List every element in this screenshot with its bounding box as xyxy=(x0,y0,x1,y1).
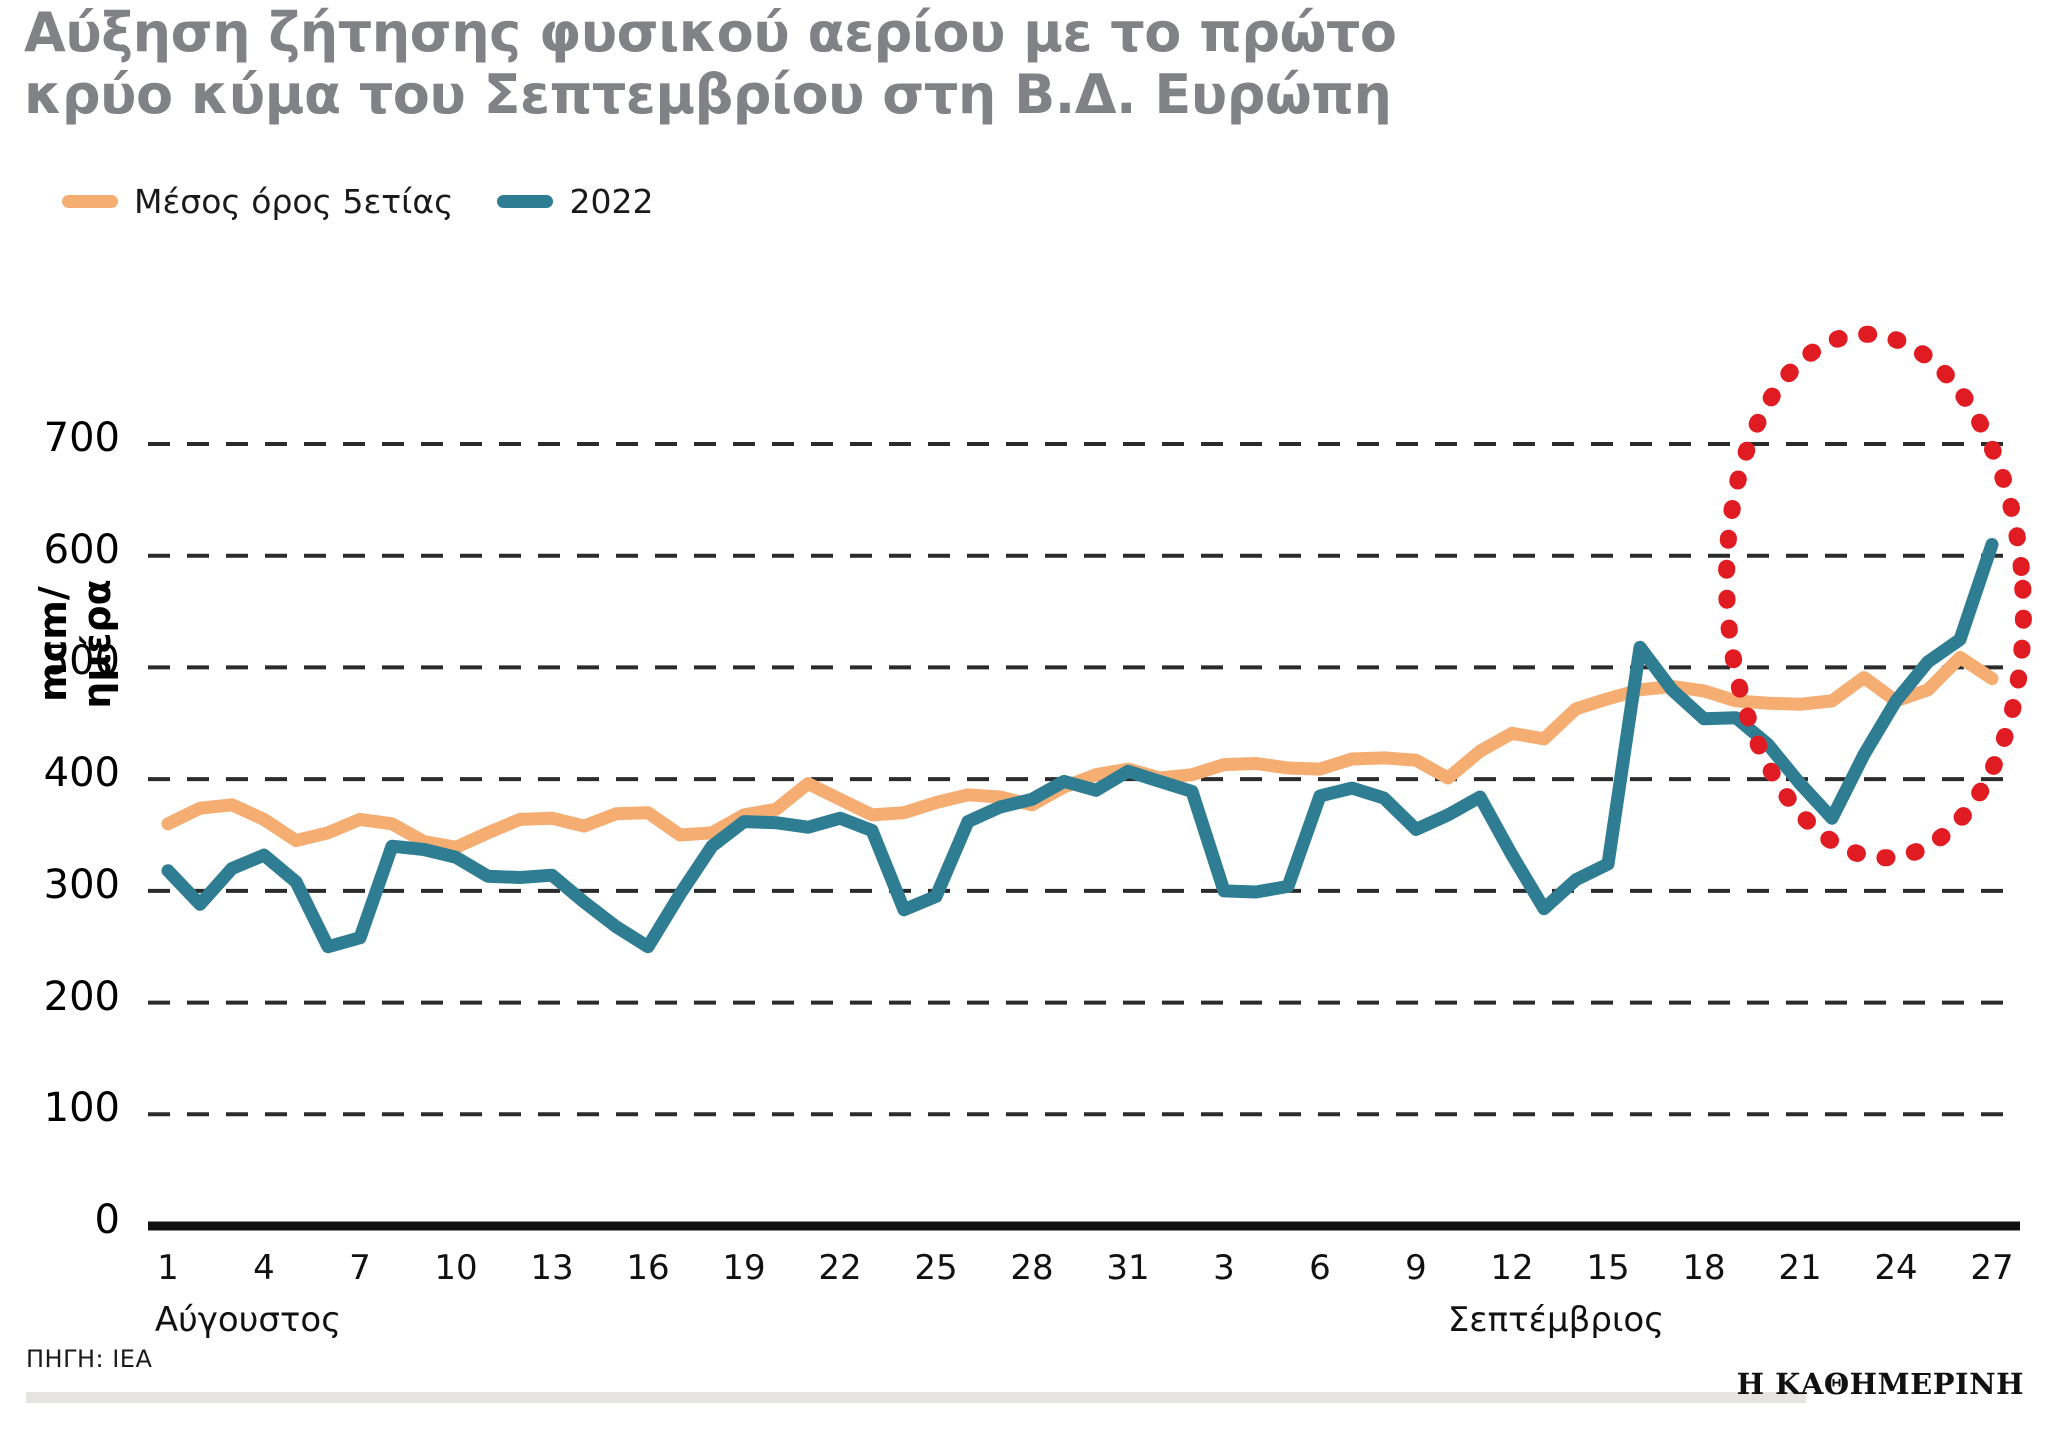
gridlines xyxy=(148,442,2020,1117)
x-axis-tick-label: 19 xyxy=(722,1248,766,1288)
title-line-1: Αύξηση ζήτησης φυσικού αερίου με το πρώτ… xyxy=(24,1,1397,64)
source-note: ΠΗΓΗ: IEA xyxy=(26,1345,153,1373)
x-axis-group-label: Αύγουστος xyxy=(154,1300,342,1340)
legend-swatch-2022 xyxy=(497,195,554,208)
x-axis-tick-label: 15 xyxy=(1586,1248,1630,1288)
x-axis-tick-label: 25 xyxy=(914,1248,958,1288)
y-axis-title: mcm/ημέρα xyxy=(31,579,119,709)
x-axis-tick-label: 27 xyxy=(1970,1248,2014,1288)
legend-swatch-average xyxy=(62,195,118,208)
page-title: Αύξηση ζήτησης φυσικού αερίου με το πρώτ… xyxy=(24,2,1624,126)
legend-item-average: Μέσος όρος 5ετίας xyxy=(62,182,453,221)
x-axis-group-label: Σεπτέμβριος xyxy=(1447,1300,1665,1340)
y-axis-tick-label: 500 xyxy=(43,638,120,685)
legend-label-average: Μέσος όρος 5ετίας xyxy=(134,182,454,221)
x-axis-tick-label: 13 xyxy=(530,1248,574,1288)
y-axis-tick-label: 300 xyxy=(43,861,120,908)
x-axis-tick-label: 18 xyxy=(1682,1248,1726,1288)
legend-item-2022: 2022 xyxy=(497,182,653,221)
x-axis-tick-label: 21 xyxy=(1778,1248,1822,1288)
x-axis-tick-label: 7 xyxy=(349,1248,371,1288)
footer-rule xyxy=(26,1392,1806,1403)
x-axis-tick-label: 4 xyxy=(253,1248,275,1288)
x-axis-tick-label: 16 xyxy=(626,1248,670,1288)
highlight-ellipse-annotation xyxy=(1718,325,2032,867)
y-axis-tick-label: 0 xyxy=(94,1197,120,1243)
series-line-2022 xyxy=(161,538,1999,954)
series-line-average xyxy=(161,650,1999,854)
x-axis-tick-label: 12 xyxy=(1490,1248,1534,1288)
x-axis-tick-label: 22 xyxy=(818,1248,862,1288)
y-axis-tick-label: 200 xyxy=(43,973,120,1020)
y-axis-tick-label: 600 xyxy=(43,526,120,573)
x-axis-tick-label: 9 xyxy=(1405,1248,1427,1288)
chart-legend: Μέσος όρος 5ετίας 2022 xyxy=(62,182,653,221)
x-axis-tick-label: 1 xyxy=(157,1248,179,1288)
y-axis-tick-label: 100 xyxy=(43,1085,120,1132)
legend-label-2022: 2022 xyxy=(569,182,654,221)
publisher-brand: Η ΚΑΘΗΜΕΡΙΝΗ xyxy=(1736,1367,2024,1401)
y-axis-tick-label: 700 xyxy=(43,415,120,461)
x-axis-tick-label: 31 xyxy=(1106,1248,1150,1288)
x-axis-tick-label: 6 xyxy=(1309,1248,1331,1288)
x-axis-tick-label: 28 xyxy=(1010,1248,1054,1288)
y-axis-tick-label: 400 xyxy=(43,750,120,797)
x-axis-tick-label: 3 xyxy=(1213,1248,1235,1288)
x-axis-tick-label: 10 xyxy=(434,1248,478,1288)
title-line-2: κρύο κύμα του Σεπτεμβρίου στη Β.Δ. Ευρώπ… xyxy=(24,63,1392,126)
x-axis-tick-label: 24 xyxy=(1874,1248,1918,1288)
